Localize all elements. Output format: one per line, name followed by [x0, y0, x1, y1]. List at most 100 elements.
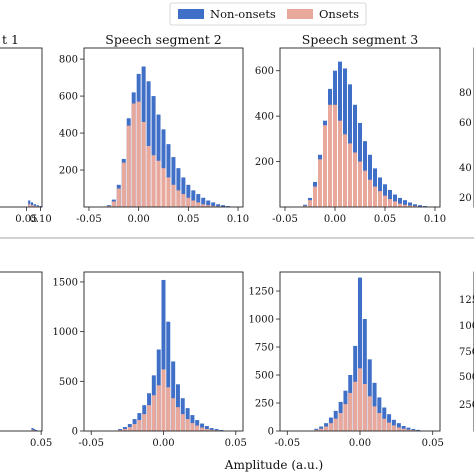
bar-non-onsets — [31, 428, 34, 431]
bar-onsets — [387, 422, 392, 431]
bar-onsets — [209, 429, 214, 431]
y-tick-label: 400 — [255, 112, 274, 123]
x-tick-label: 0.00 — [349, 438, 371, 449]
bar-onsets — [211, 205, 216, 207]
panels: 0.050.10t 1-0.05 0.00 0.05 0.10200400600800… — [0, 32, 474, 449]
bar-onsets — [175, 407, 180, 431]
bar-non-onsets — [186, 184, 191, 207]
panel-bottom-seg2: -0.05 0.00 0.05 0 500 1000 1500 — [53, 271, 247, 449]
bar-non-onsets — [28, 200, 31, 207]
bar-onsets — [408, 205, 412, 207]
legend-swatch-non-onsets — [178, 9, 204, 19]
bar-onsets — [137, 420, 142, 431]
bar-onsets — [171, 184, 176, 207]
x-tick-label: 0.05 — [30, 438, 52, 449]
bar-non-onsets — [396, 423, 401, 431]
bar-onsets — [328, 423, 333, 431]
x-tick-label: 0.05 — [177, 214, 199, 225]
bar-non-onsets — [401, 425, 406, 431]
bar-onsets — [373, 186, 377, 207]
bar-non-onsets — [166, 144, 171, 207]
bar-onsets — [391, 425, 396, 431]
y-tick-label: 600 — [59, 92, 78, 103]
y-tick-label: 800 — [59, 55, 78, 66]
bar-onsets — [111, 201, 116, 207]
y-tick-label: 500 — [459, 372, 474, 383]
bar-onsets — [393, 201, 397, 207]
bar-onsets — [147, 405, 152, 431]
bar-onsets — [30, 205, 34, 207]
bar-onsets — [106, 206, 111, 207]
legend: Non-onsets Onsets — [169, 2, 367, 26]
bar-onsets — [338, 413, 343, 431]
bar-onsets — [161, 168, 166, 207]
y-tick-label: 1000 — [53, 327, 78, 338]
panel-top-seg2: -0.05 0.00 0.05 0.10 200 400 600 800 Speech segm… — [59, 32, 249, 225]
bar-onsets — [186, 197, 191, 207]
plot-frame — [83, 47, 244, 208]
bar-onsets — [33, 205, 36, 207]
bar-non-onsets — [166, 321, 171, 431]
x-tick-label: 0.05 — [15, 214, 37, 225]
bar-onsets — [378, 191, 382, 207]
bar-onsets — [201, 204, 206, 207]
bar-non-onsets — [171, 361, 176, 431]
y-tick-label: 1500 — [53, 277, 78, 288]
plot-frame — [0, 47, 43, 208]
bar-onsets — [382, 418, 387, 431]
bar-onsets — [161, 369, 166, 431]
bar-onsets — [406, 429, 411, 431]
x-tick-label: 0.00 — [152, 438, 174, 449]
x-tick-label: -0.05 — [78, 438, 104, 449]
x-tick-label: 0.05 — [374, 214, 396, 225]
panel-bottom-right-partial: 1250 1000 750 500 250 — [459, 271, 474, 432]
bar-onsets — [116, 188, 121, 207]
legend-frame — [169, 2, 367, 26]
panel-top-right-partial: 80 60 40 20 — [459, 47, 474, 208]
y-tick-label: 60 — [459, 118, 472, 129]
bar-non-onsets — [146, 81, 151, 207]
bar-onsets — [171, 398, 176, 431]
bar-onsets — [127, 427, 132, 431]
bar-non-onsets — [181, 177, 186, 207]
bar-onsets — [411, 430, 416, 431]
bar-onsets — [358, 368, 362, 431]
bar-non-onsets — [418, 205, 422, 207]
bar-onsets — [333, 418, 338, 431]
bar-onsets — [196, 202, 201, 207]
panel-title: Speech segment 2 — [105, 32, 221, 47]
y-tick-label: 200 — [255, 157, 274, 168]
bar-non-onsets — [151, 96, 156, 207]
bar-onsets — [303, 205, 307, 207]
x-axis-label: Amplitude (a.u.) — [224, 458, 323, 472]
bar-onsets — [151, 395, 156, 431]
bar-onsets — [348, 392, 353, 431]
y-tick-label: 750 — [459, 347, 474, 358]
y-tick-label: 0 — [72, 427, 78, 438]
x-tick-label: 0.05 — [225, 438, 247, 449]
bar-non-onsets — [30, 202, 34, 207]
y-tick-label: 0 — [268, 427, 274, 438]
bar-onsets — [181, 194, 186, 207]
y-tick-label: 250 — [459, 400, 474, 411]
bar-non-onsets — [214, 429, 219, 431]
bar-onsets — [142, 414, 147, 431]
panel-top-left-partial: 0.050.10 t 1 — [0, 32, 52, 225]
bar-onsets — [388, 199, 392, 207]
bar-non-onsets — [403, 200, 407, 207]
bar-non-onsets — [406, 427, 411, 431]
x-tick-label: 0.10 — [227, 214, 249, 225]
panel-bottom-left-partial: 0.05 — [0, 271, 52, 449]
bar-non-onsets — [216, 204, 221, 207]
bar-onsets — [200, 427, 205, 431]
bar-non-onsets — [367, 359, 372, 431]
bar-non-onsets — [33, 429, 36, 431]
bar-onsets — [190, 423, 195, 431]
bar-onsets — [136, 101, 141, 207]
bar-onsets — [363, 170, 367, 207]
bar-non-onsets — [176, 168, 181, 207]
x-tick-label: 0.00 — [128, 214, 150, 225]
y-tick-label: 40 — [459, 163, 472, 174]
y-tick-label: 20 — [459, 193, 472, 204]
bar-non-onsets — [358, 277, 362, 431]
